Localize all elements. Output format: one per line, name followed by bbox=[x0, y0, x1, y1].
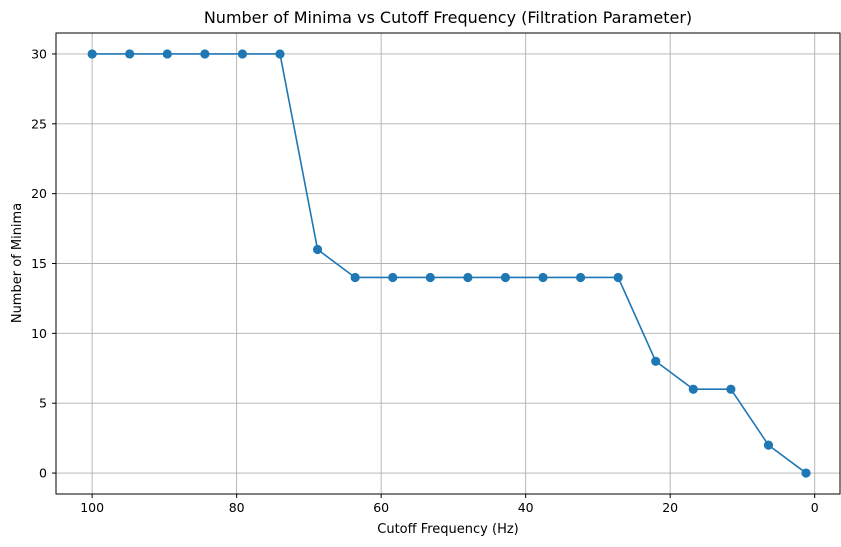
data-point bbox=[538, 272, 548, 283]
axes-frame bbox=[55, 32, 841, 495]
data-point bbox=[425, 272, 435, 283]
data-point bbox=[125, 49, 135, 59]
x-tick-label: 80 bbox=[229, 500, 245, 515]
data-point bbox=[237, 49, 248, 59]
x-tick-label: 100 bbox=[80, 500, 104, 515]
data-point bbox=[463, 272, 473, 283]
data-point bbox=[312, 244, 323, 255]
data-point bbox=[350, 272, 360, 283]
data-point bbox=[801, 468, 811, 478]
y-tick-label: 10 bbox=[31, 326, 47, 341]
y-tick-label: 25 bbox=[31, 116, 47, 131]
data-point bbox=[726, 384, 736, 394]
data-point bbox=[575, 272, 586, 283]
series-line bbox=[92, 53, 807, 474]
chart-title: Number of Minima vs Cutoff Frequency (Fi… bbox=[204, 8, 692, 27]
y-tick-label: 0 bbox=[39, 466, 47, 481]
x-tick-label: 60 bbox=[373, 500, 389, 515]
x-tick-label: 40 bbox=[518, 500, 534, 515]
y-tick-label: 20 bbox=[31, 186, 47, 201]
data-point bbox=[500, 272, 511, 283]
y-axis-label: Number of Minima bbox=[10, 203, 25, 323]
data-point bbox=[688, 384, 698, 394]
y-tick-label: 5 bbox=[39, 396, 47, 411]
data-points bbox=[87, 49, 811, 478]
x-axis-label: Cutoff Frequency (Hz) bbox=[377, 522, 519, 537]
y-tick-label: 30 bbox=[31, 46, 47, 61]
data-point bbox=[200, 49, 210, 59]
data-point bbox=[651, 356, 661, 366]
data-point bbox=[275, 49, 285, 59]
data-point bbox=[388, 272, 398, 283]
axis-ticks: 100 80 60 40 20 0 0 5 10 15 20 25 30 bbox=[31, 46, 819, 515]
series-line-layer bbox=[92, 53, 807, 474]
data-point bbox=[162, 49, 172, 59]
grid-lines bbox=[56, 33, 840, 494]
y-tick-label: 15 bbox=[31, 256, 47, 271]
x-tick-label: 0 bbox=[811, 500, 819, 515]
data-point bbox=[87, 49, 97, 59]
data-point bbox=[613, 272, 623, 283]
data-point bbox=[763, 440, 774, 450]
x-tick-label: 20 bbox=[662, 500, 678, 515]
